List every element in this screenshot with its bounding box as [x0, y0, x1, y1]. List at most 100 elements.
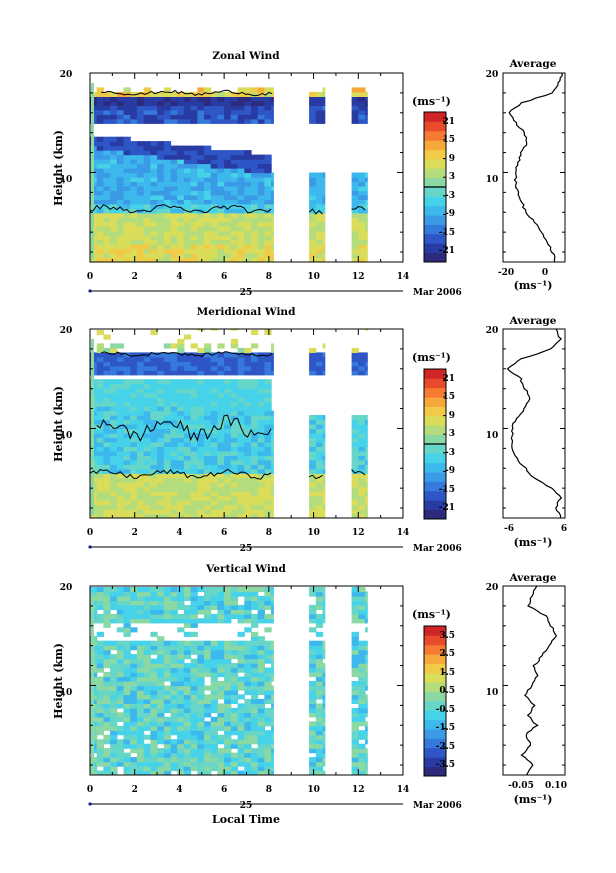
heatmap-cell — [110, 253, 118, 259]
heatmap-cell — [309, 477, 317, 483]
colorbar-swatch — [424, 719, 446, 730]
x-tick-label: 0 — [87, 785, 93, 795]
heatmap-cell — [351, 743, 359, 749]
heatmap-cell — [96, 654, 104, 660]
heatmap-cell — [224, 698, 232, 704]
colorbar-swatch — [424, 444, 446, 454]
heatmap-cell — [230, 190, 239, 196]
heatmap-cell — [143, 96, 151, 102]
heatmap-cell — [190, 361, 198, 367]
heatmap-cell — [217, 437, 225, 443]
heatmap-cell — [237, 424, 245, 430]
heatmap-cell — [204, 455, 212, 461]
colorbar-swatch — [424, 682, 446, 693]
heatmap-cell — [103, 392, 111, 398]
heatmap-cell — [183, 690, 192, 696]
heatmap-cell — [96, 595, 104, 601]
heatmap-cell — [271, 172, 274, 178]
heatmap-cell — [136, 428, 145, 434]
y-tick-label: 20 — [60, 70, 73, 80]
heatmap-cell — [322, 761, 326, 767]
heatmap-cell — [322, 752, 326, 758]
heatmap-cell — [130, 424, 138, 430]
heatmap-cell — [183, 587, 192, 593]
heatmap-cell — [190, 591, 198, 597]
heatmap-cell — [177, 388, 185, 394]
heatmap-cell — [237, 437, 245, 443]
heatmap-cell — [123, 208, 131, 214]
heatmap-cell — [237, 150, 245, 156]
axes — [88, 72, 404, 293]
heatmap-cell — [143, 752, 151, 758]
heatmap-cell — [103, 707, 111, 713]
heatmap-cell — [190, 613, 198, 619]
heatmap-cell — [190, 253, 198, 259]
heatmap-cell — [257, 645, 265, 651]
colorbar-tick: -21 — [439, 503, 455, 513]
heatmap-cell — [244, 721, 252, 727]
heatmap-cell — [123, 681, 131, 687]
heatmap-cell — [197, 450, 205, 456]
heatmap-cell — [251, 739, 259, 745]
heatmap-cell — [210, 477, 218, 483]
heatmap-cell — [257, 703, 265, 709]
heatmap-cell — [143, 163, 151, 169]
heatmap-cell — [130, 356, 138, 362]
heatmap-cell — [170, 486, 178, 492]
heatmap-cell — [123, 383, 131, 389]
heatmap-cell — [170, 600, 178, 606]
heatmap-cell — [157, 150, 165, 156]
heatmap-cell — [264, 450, 272, 456]
heatmap-cell — [257, 766, 265, 772]
heatmap-cell — [96, 343, 104, 349]
heatmap-cell — [150, 482, 158, 488]
heatmap-cell — [197, 235, 205, 241]
heatmap-cell — [190, 424, 198, 430]
heatmap-cell — [96, 716, 104, 722]
heatmap-cell — [103, 365, 111, 371]
heatmap-cell — [116, 500, 125, 506]
colorbar-swatch — [424, 729, 446, 739]
heatmap-cell — [322, 257, 326, 262]
heatmap-cell — [251, 504, 259, 510]
heatmap-cell — [224, 703, 232, 709]
heatmap-cell — [123, 600, 131, 606]
heatmap-cell — [163, 600, 172, 606]
heatmap-cell — [309, 685, 317, 691]
heatmap-cell — [103, 347, 111, 353]
heatmap-cell — [365, 415, 368, 421]
heatmap-cell — [204, 230, 212, 236]
heatmap-cell — [271, 587, 274, 593]
heatmap-cell — [190, 244, 198, 250]
heatmap-cell — [163, 437, 172, 443]
heatmap-cell — [197, 379, 205, 385]
heatmap-cell — [136, 118, 145, 124]
heatmap-cell — [237, 239, 245, 245]
heatmap-cell — [210, 194, 218, 200]
heatmap-cell — [123, 141, 131, 147]
heatmap-cell — [230, 645, 239, 651]
heatmap-cell — [358, 500, 366, 506]
heatmap-cell — [230, 428, 239, 434]
heatmap-cell — [157, 248, 165, 254]
heatmap-cell — [190, 392, 198, 398]
heatmap-cell — [315, 428, 324, 434]
heatmap-cell — [204, 477, 212, 483]
heatmap-cell — [351, 441, 359, 447]
heatmap-cell — [123, 379, 131, 385]
heatmap-cell — [351, 640, 359, 646]
heatmap-cell — [251, 477, 259, 483]
heatmap-cell — [130, 591, 138, 597]
heatmap-cell — [116, 397, 125, 403]
heatmap-cell — [204, 392, 212, 398]
heatmap-cell — [183, 725, 192, 731]
heatmap-cell — [183, 410, 192, 416]
heatmap-cell — [217, 663, 225, 669]
colorbar-swatch — [424, 644, 446, 655]
heatmap-cell — [251, 716, 259, 722]
heatmap-cell — [163, 618, 172, 624]
heatmap-cell — [163, 91, 172, 97]
heatmap-cell — [210, 752, 218, 758]
heatmap-cell — [103, 672, 111, 678]
heatmap-cell — [123, 491, 131, 497]
